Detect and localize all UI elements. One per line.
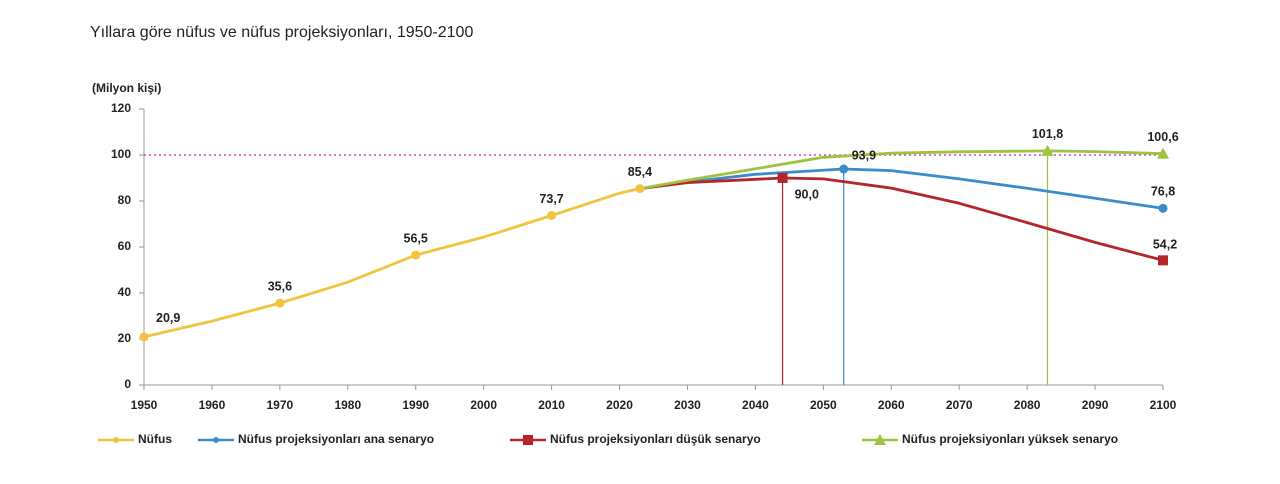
data-label: 35,6 xyxy=(268,279,292,293)
x-tick-label: 2080 xyxy=(1014,398,1041,412)
x-tick-label: 2040 xyxy=(742,398,769,412)
x-tick-label: 2000 xyxy=(470,398,497,412)
series-line xyxy=(639,149,1164,190)
marker xyxy=(1041,144,1054,156)
y-tick-label: 120 xyxy=(111,101,131,115)
series-line xyxy=(639,167,1164,210)
data-label: 76,8 xyxy=(1151,185,1175,199)
legend-label: Nüfus xyxy=(138,432,172,446)
data-label: 54,2 xyxy=(1153,238,1177,252)
x-tick-label: 1980 xyxy=(334,398,361,412)
marker xyxy=(411,250,421,260)
y-tick-label: 40 xyxy=(118,285,132,299)
legend-marker xyxy=(523,435,533,445)
x-tick-label: 2020 xyxy=(606,398,633,412)
legend-marker xyxy=(213,437,219,443)
legend-label: Nüfus projeksiyonları yüksek senaryo xyxy=(902,432,1118,446)
x-tick-label: 1950 xyxy=(131,398,158,412)
y-tick-label: 80 xyxy=(118,193,132,207)
y-tick-label: 100 xyxy=(111,147,131,161)
data-label: 20,9 xyxy=(156,311,180,325)
x-tick-label: 2090 xyxy=(1082,398,1109,412)
data-label: 85,4 xyxy=(628,165,652,179)
data-label: 100,6 xyxy=(1147,130,1178,144)
marker xyxy=(1158,255,1168,266)
data-label: 90,0 xyxy=(795,187,819,201)
x-tick-label: 1970 xyxy=(267,398,294,412)
legend-marker xyxy=(113,437,119,443)
x-tick-label: 2100 xyxy=(1150,398,1177,412)
x-tick-label: 2060 xyxy=(878,398,905,412)
x-tick-label: 1960 xyxy=(199,398,226,412)
y-tick-label: 20 xyxy=(118,331,132,345)
x-tick-label: 2070 xyxy=(946,398,973,412)
x-tick-label: 2010 xyxy=(538,398,565,412)
y-axis-label: (Milyon kişi) xyxy=(92,81,161,95)
marker xyxy=(1157,147,1169,159)
series-line xyxy=(143,187,641,339)
series-line xyxy=(639,176,1164,262)
marker xyxy=(635,184,645,194)
marker xyxy=(777,173,788,183)
legend-marker xyxy=(874,434,886,445)
legend-label: Nüfus projeksiyonları düşük senaryo xyxy=(550,432,761,446)
x-tick-label: 2030 xyxy=(674,398,701,412)
y-tick-label: 0 xyxy=(124,377,131,391)
marker xyxy=(139,332,149,342)
data-label: 101,8 xyxy=(1032,127,1063,141)
data-label: 73,7 xyxy=(539,192,563,206)
x-tick-label: 2050 xyxy=(810,398,837,412)
marker xyxy=(547,210,557,220)
marker xyxy=(839,164,849,174)
x-tick-label: 1990 xyxy=(402,398,429,412)
legend-label: Nüfus projeksiyonları ana senaryo xyxy=(238,432,434,446)
marker xyxy=(275,298,285,308)
data-label: 93,9 xyxy=(852,148,876,162)
data-label: 56,5 xyxy=(404,231,428,245)
y-tick-label: 60 xyxy=(118,239,132,253)
marker xyxy=(1158,203,1168,213)
chart-title: Yıllara göre nüfus ve nüfus projeksiyonl… xyxy=(90,24,473,41)
